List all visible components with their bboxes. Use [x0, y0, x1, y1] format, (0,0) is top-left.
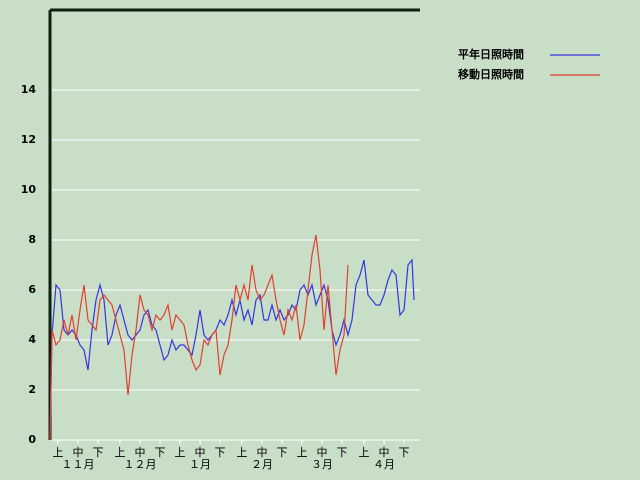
legend-label: 移動日照時間 [458, 67, 524, 81]
month-label: ４月 [373, 458, 395, 471]
x-tick-label: 中 [135, 446, 146, 459]
y-tick-label: 10 [21, 183, 37, 196]
y-tick-label: 14 [21, 83, 37, 96]
x-tick-label: 中 [195, 446, 206, 459]
y-tick-label: 8 [28, 233, 36, 246]
x-tick-label: 上 [115, 446, 126, 459]
x-tick-label: 上 [297, 446, 308, 459]
x-tick-label: 中 [317, 446, 328, 459]
y-tick-label: 4 [28, 333, 36, 346]
x-tick-label: 中 [257, 446, 268, 459]
x-tick-label: 中 [379, 446, 390, 459]
y-tick-label: 6 [28, 283, 36, 296]
x-tick-label: 下 [215, 446, 226, 459]
series-line [49, 258, 415, 441]
month-label: １１月 [62, 458, 95, 471]
legend-label: 平年日照時間 [458, 47, 524, 61]
x-tick-label: 上 [175, 446, 186, 459]
month-label: １月 [189, 458, 211, 471]
month-label: １２月 [124, 458, 157, 471]
x-tick-label: 上 [53, 446, 64, 459]
x-tick-label: 上 [237, 446, 248, 459]
x-tick-label: 下 [399, 446, 410, 459]
y-tick-label: 12 [21, 133, 36, 146]
month-label: ２月 [251, 458, 273, 471]
x-tick-label: 下 [277, 446, 288, 459]
x-tick-label: 上 [359, 446, 370, 459]
x-tick-label: 下 [155, 446, 166, 459]
x-tick-label: 下 [93, 446, 104, 459]
y-tick-label: 2 [28, 383, 36, 396]
x-tick-label: 中 [73, 446, 84, 459]
series-line [49, 234, 349, 441]
y-tick-label: 0 [28, 433, 36, 446]
x-tick-label: 下 [337, 446, 348, 459]
month-label: ３月 [311, 458, 333, 471]
